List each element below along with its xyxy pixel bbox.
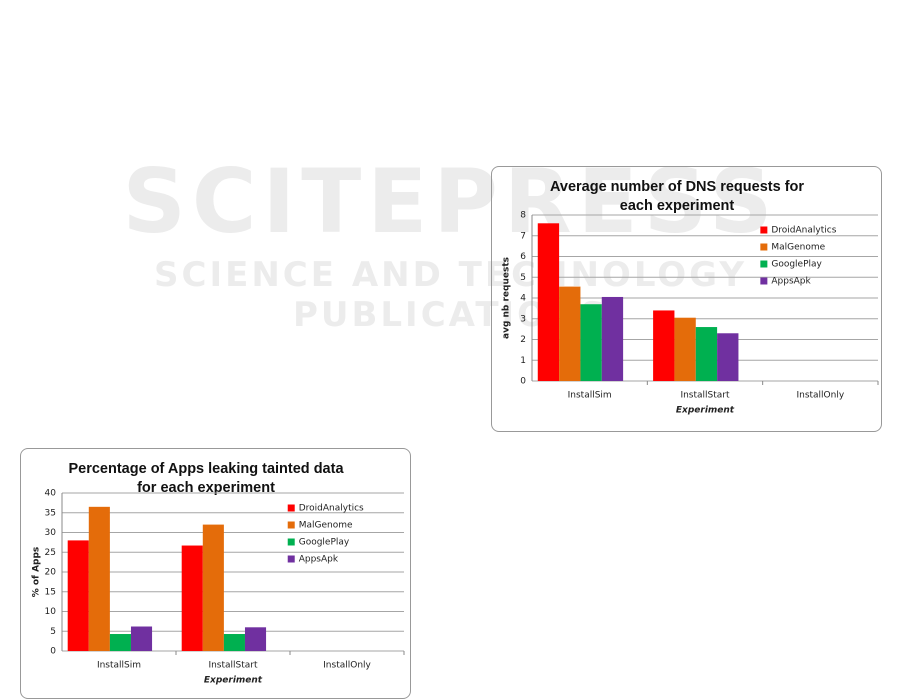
y-axis-label: avg nb requests: [502, 257, 512, 339]
x-axis-label: Experiment: [676, 406, 735, 416]
bar: [88, 506, 110, 651]
bar: [202, 524, 224, 651]
legend-label: DroidAnalytics: [299, 504, 364, 514]
legend-label: GooglePlay: [299, 538, 350, 548]
x-tick-label: InstallSim: [568, 391, 612, 401]
legend-label: MalGenome: [299, 521, 353, 531]
x-tick-label: InstallSim: [97, 661, 141, 671]
y-tick-label: 5: [50, 627, 56, 637]
x-tick-label: InstallOnly: [796, 391, 844, 401]
x-tick-label: InstallOnly: [323, 661, 371, 671]
legend-label: DroidAnalytics: [771, 226, 836, 236]
y-tick-label: 10: [45, 607, 57, 617]
legend-label: AppsApk: [771, 277, 811, 287]
chart-title: Percentage of Apps leaking tainted data …: [68, 461, 344, 496]
legend-swatch: [760, 243, 768, 251]
bar: [67, 540, 89, 651]
bar: [244, 627, 267, 651]
y-axis-label: % of Apps: [32, 547, 42, 598]
y-tick-label: 1: [520, 356, 526, 366]
chart-title: Average number of DNS requests for each …: [549, 179, 805, 214]
bar: [537, 223, 560, 381]
bar: [717, 333, 739, 381]
y-tick-label: 8: [520, 211, 526, 221]
y-tick-label: 2: [520, 335, 526, 345]
legend-label: MalGenome: [771, 243, 825, 253]
y-tick-label: 4: [520, 294, 526, 304]
y-tick-label: 6: [520, 252, 526, 262]
legend-label: GooglePlay: [771, 260, 822, 270]
y-tick-label: 25: [45, 548, 56, 558]
bar: [223, 634, 245, 651]
bar: [674, 317, 696, 381]
y-tick-label: 20: [45, 568, 57, 578]
plot: 0 1 2 3 4 5 6 7 8 InstallSim InstallStart InstallOn…: [502, 211, 879, 416]
y-tick-label: 35: [45, 508, 56, 518]
bar: [601, 296, 624, 381]
y-tick-label: 3: [520, 314, 526, 324]
chart: Average number of DNS requests for each …: [491, 166, 882, 432]
legend-swatch: [287, 504, 295, 512]
legend-swatch: [760, 226, 768, 234]
bar: [580, 304, 602, 381]
bar: [130, 626, 153, 651]
x-tick-label: InstallStart: [680, 391, 730, 401]
bar: [181, 545, 203, 651]
y-tick-label: 30: [45, 528, 57, 538]
bar: [695, 327, 718, 381]
legend-label: AppsApk: [299, 555, 339, 565]
legend-swatch: [760, 277, 768, 285]
x-tick-label: InstallStart: [208, 661, 258, 671]
x-axis-label: Experiment: [204, 676, 263, 686]
y-tick-label: 7: [520, 231, 526, 241]
y-tick-label: 15: [45, 587, 56, 597]
legend-swatch: [287, 521, 295, 529]
bar: [653, 310, 675, 381]
y-tick-label: 0: [520, 377, 526, 387]
y-tick-label: 40: [45, 489, 57, 499]
legend-swatch: [287, 538, 295, 546]
bar: [559, 286, 581, 381]
y-tick-label: 0: [50, 647, 56, 657]
legend-swatch: [287, 555, 295, 563]
plot: 0 5 10 15 20 25 30 35 40 InstallSim InstallStart In…: [32, 489, 405, 686]
chart: Percentage of Apps leaking tainted data …: [20, 448, 411, 699]
bar: [109, 634, 131, 651]
legend-swatch: [760, 260, 768, 268]
y-tick-label: 5: [520, 273, 526, 283]
